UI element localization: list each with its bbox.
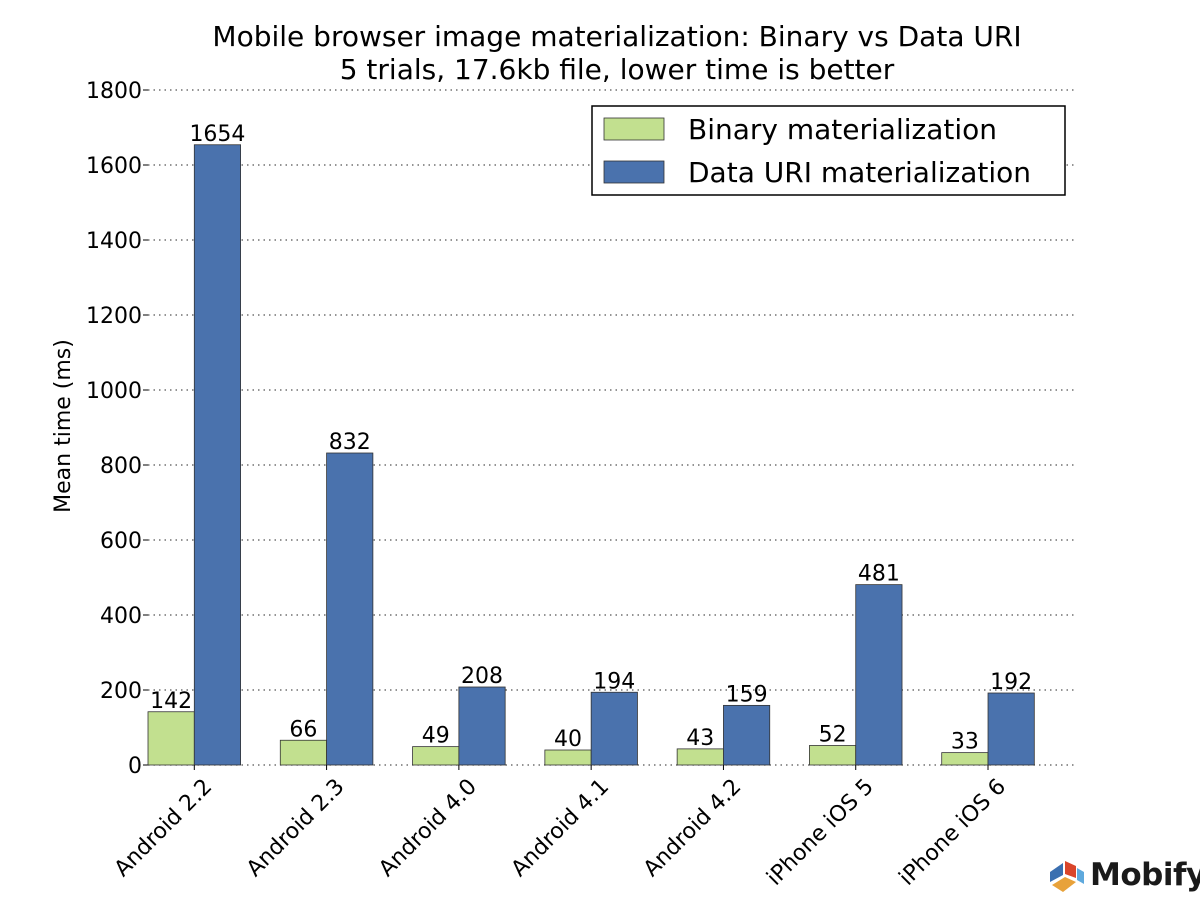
bar bbox=[809, 745, 857, 766]
y-tick-label: 400 bbox=[100, 604, 142, 629]
y-tick-label: 1800 bbox=[86, 79, 142, 104]
data-label: 159 bbox=[726, 682, 768, 707]
y-tick-label: 1400 bbox=[86, 229, 142, 254]
logo-text: Mobify bbox=[1090, 857, 1200, 893]
data-label: 208 bbox=[461, 664, 503, 689]
data-label: 66 bbox=[289, 717, 317, 742]
x-tick-label: Android 2.3 bbox=[242, 774, 350, 882]
y-tick-label: 0 bbox=[128, 754, 142, 779]
y-tick-label: 1600 bbox=[86, 154, 142, 179]
data-label: 142 bbox=[150, 689, 192, 714]
legend-swatch bbox=[603, 117, 665, 141]
chart-title: Mobile browser image materialization: Bi… bbox=[212, 20, 1021, 53]
y-tick-label: 1000 bbox=[86, 379, 142, 404]
mobify-mark-icon bbox=[1050, 861, 1084, 892]
legend-label: Binary materialization bbox=[688, 113, 997, 146]
bar bbox=[590, 691, 638, 766]
legend-label: Data URI materialization bbox=[688, 156, 1031, 189]
x-tick-label: Android 4.2 bbox=[639, 774, 747, 882]
data-label: 52 bbox=[819, 723, 847, 748]
y-tick-label: 200 bbox=[100, 679, 142, 704]
data-label: 49 bbox=[422, 724, 450, 749]
bar bbox=[987, 692, 1035, 766]
bar bbox=[458, 686, 506, 766]
bar bbox=[193, 144, 242, 766]
bar bbox=[147, 711, 195, 766]
y-tick-label: 600 bbox=[100, 529, 142, 554]
bar bbox=[676, 748, 724, 766]
y-axis-label: Mean time (ms) bbox=[51, 339, 76, 513]
legend-swatch bbox=[603, 160, 665, 184]
gridlines bbox=[148, 89, 1074, 766]
legend-frame bbox=[591, 105, 1066, 196]
y-tick-label: 800 bbox=[100, 454, 142, 479]
data-label: 43 bbox=[686, 726, 714, 751]
data-label: 481 bbox=[858, 562, 900, 587]
data-label: 40 bbox=[554, 727, 582, 752]
bar bbox=[544, 749, 592, 766]
x-tick-label: iPhone iOS 5 bbox=[762, 774, 878, 890]
bar bbox=[279, 739, 327, 766]
data-label: 33 bbox=[951, 730, 979, 755]
mobify-logo: Mobify bbox=[1046, 856, 1200, 898]
bar bbox=[412, 746, 460, 766]
x-tick-label: iPhone iOS 6 bbox=[895, 774, 1011, 890]
bar bbox=[326, 452, 374, 766]
x-tick-label: Android 4.0 bbox=[374, 774, 482, 882]
x-tick-label: Android 4.1 bbox=[507, 774, 615, 882]
data-labels: 142 1654 66 832 49 208 40 194 43 159 52 481 33 192 bbox=[150, 122, 1032, 755]
y-tick-label: 1200 bbox=[86, 304, 142, 329]
data-label: 832 bbox=[329, 430, 371, 455]
bar bbox=[855, 584, 903, 766]
x-tick-label: Android 2.2 bbox=[110, 774, 218, 882]
legend: Binary materialization Data URI materiali… bbox=[591, 105, 1066, 196]
chart-subtitle: 5 trials, 17.6kb file, lower time is bet… bbox=[340, 53, 895, 86]
y-axis: 0 200 400 600 800 1000 1200 1400 1600 1800 bbox=[86, 79, 148, 779]
data-label: 1654 bbox=[189, 122, 245, 147]
bars bbox=[147, 144, 1035, 766]
x-axis: Android 2.2 Android 2.3 Android 4.0 Android… bbox=[110, 765, 1011, 891]
data-label: 194 bbox=[593, 669, 635, 694]
data-label: 192 bbox=[990, 670, 1032, 695]
bar bbox=[723, 704, 771, 766]
